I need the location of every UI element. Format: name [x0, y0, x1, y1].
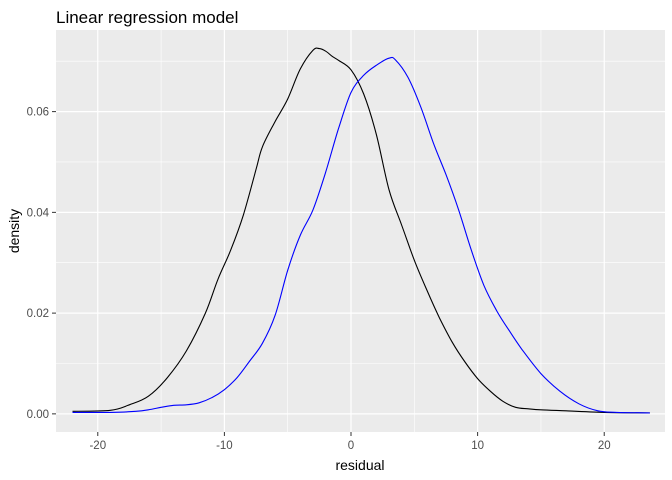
- minor-gridlines: [56, 30, 665, 432]
- x-tick-label: 0: [348, 440, 354, 452]
- density-curve-black: [72, 47, 650, 414]
- plot-panel: [56, 30, 665, 432]
- major-gridlines: [56, 30, 665, 432]
- y-tick-label: 0.04: [27, 207, 50, 219]
- y-tick-label: 0.02: [27, 308, 49, 320]
- y-tick-label: 0.06: [27, 107, 49, 119]
- density-curve-blue: [72, 56, 650, 414]
- y-axis-title: density: [6, 209, 22, 253]
- x-tick-label: 10: [471, 440, 484, 452]
- x-tick-label: -20: [89, 440, 106, 452]
- density-curves: [72, 47, 650, 414]
- y-tick-label: 0.00: [27, 409, 49, 421]
- x-tick-label: 20: [598, 440, 611, 452]
- x-axis-title: residual: [335, 457, 384, 473]
- x-axis: -20 -10 0 10 20: [89, 432, 611, 452]
- x-tick-label: -10: [216, 440, 233, 452]
- chart-title: Linear regression model: [56, 8, 238, 27]
- y-axis: 0.00 0.02 0.04 0.06: [27, 107, 56, 421]
